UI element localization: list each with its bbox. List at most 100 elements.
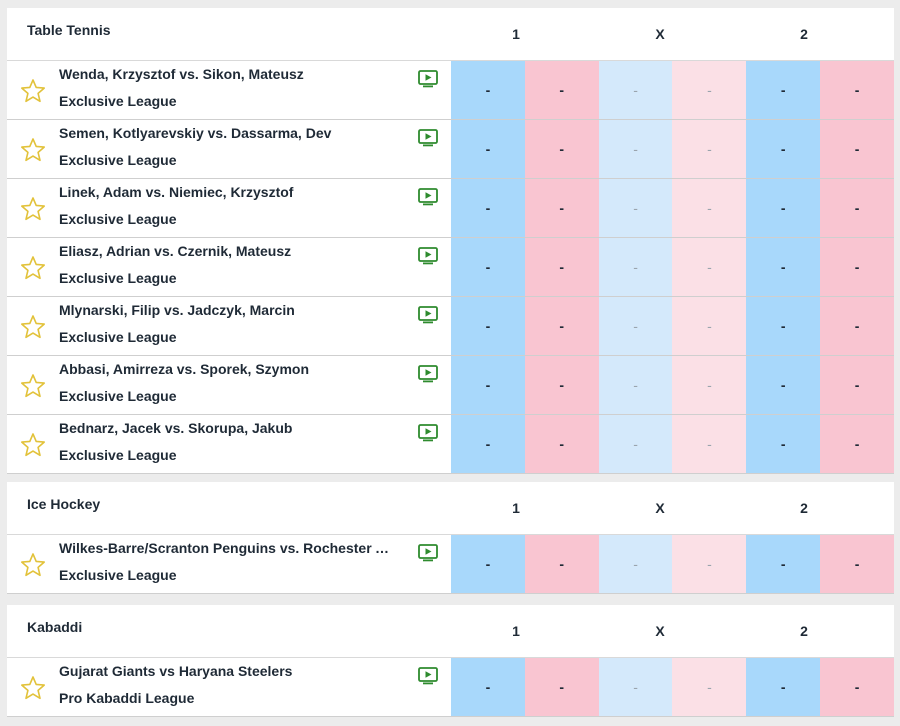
column-header-draw: X [655, 500, 665, 516]
favorite-star-icon[interactable] [20, 432, 46, 458]
section-title[interactable]: Kabaddi [27, 619, 83, 635]
lay-odds-cell[interactable]: - [820, 535, 894, 593]
league-name: Exclusive League [59, 211, 177, 227]
odds-cells: ------ [451, 120, 894, 178]
lay-odds-cell[interactable]: - [820, 120, 894, 178]
match-name[interactable]: Bednarz, Jacek vs. Skorupa, Jakub [59, 420, 293, 436]
back-odds-cell[interactable]: - [451, 120, 525, 178]
match-row[interactable]: Wilkes-Barre/Scranton Penguins vs. Roche… [7, 535, 894, 594]
back-odds-cell[interactable]: - [451, 658, 525, 716]
favorite-star-icon[interactable] [20, 314, 46, 340]
back-odds-cell[interactable]: - [598, 120, 673, 178]
lay-odds-cell[interactable]: - [672, 415, 747, 473]
live-stream-icon[interactable] [418, 188, 438, 206]
back-odds-cell[interactable]: - [451, 535, 525, 593]
lay-odds-cell[interactable]: - [672, 658, 747, 716]
favorite-star-icon[interactable] [20, 552, 46, 578]
lay-odds-cell[interactable]: - [524, 535, 599, 593]
back-odds-cell[interactable]: - [598, 238, 673, 296]
league-name: Exclusive League [59, 270, 177, 286]
match-row[interactable]: Eliasz, Adrian vs. Czernik, Mateusz Exclu… [7, 238, 894, 297]
live-stream-icon[interactable] [418, 70, 438, 88]
back-odds-cell[interactable]: - [746, 658, 821, 716]
match-name[interactable]: Wenda, Krzysztof vs. Sikon, Mateusz [59, 66, 304, 82]
section-title[interactable]: Ice Hockey [27, 496, 101, 512]
match-name[interactable]: Wilkes-Barre/Scranton Penguins vs. Roche… [59, 540, 399, 556]
match-row[interactable]: Linek, Adam vs. Niemiec, Krzysztof Exclus… [7, 179, 894, 238]
back-odds-cell[interactable]: - [598, 658, 673, 716]
match-name[interactable]: Gujarat Giants vs Haryana Steelers [59, 663, 293, 679]
lay-odds-cell[interactable]: - [672, 356, 747, 414]
lay-odds-cell[interactable]: - [672, 61, 747, 119]
lay-odds-cell[interactable]: - [672, 179, 747, 237]
lay-odds-cell[interactable]: - [672, 535, 747, 593]
match-row[interactable]: Mlynarski, Filip vs. Jadczyk, Marcin Excl… [7, 297, 894, 356]
lay-odds-cell[interactable]: - [672, 238, 747, 296]
back-odds-cell[interactable]: - [746, 535, 821, 593]
lay-odds-cell[interactable]: - [524, 61, 599, 119]
match-row[interactable]: Bednarz, Jacek vs. Skorupa, Jakub Exclusi… [7, 415, 894, 474]
lay-odds-cell[interactable]: - [524, 297, 599, 355]
lay-odds-cell[interactable]: - [524, 238, 599, 296]
match-name[interactable]: Semen, Kotlyarevskiy vs. Dassarma, Dev [59, 125, 332, 141]
back-odds-cell[interactable]: - [598, 179, 673, 237]
column-header-away: 2 [800, 26, 808, 42]
back-odds-cell[interactable]: - [746, 61, 821, 119]
back-odds-cell[interactable]: - [746, 238, 821, 296]
match-name[interactable]: Abbasi, Amirreza vs. Sporek, Szymon [59, 361, 310, 377]
lay-odds-cell[interactable]: - [820, 179, 894, 237]
back-odds-cell[interactable]: - [451, 61, 525, 119]
favorite-star-icon[interactable] [20, 137, 46, 163]
favorite-star-icon[interactable] [20, 78, 46, 104]
live-stream-icon[interactable] [418, 247, 438, 265]
back-odds-cell[interactable]: - [598, 535, 673, 593]
back-odds-cell[interactable]: - [598, 297, 673, 355]
favorite-star-icon[interactable] [20, 373, 46, 399]
match-row[interactable]: Gujarat Giants vs Haryana Steelers Pro Ka… [7, 658, 894, 717]
back-odds-cell[interactable]: - [598, 415, 673, 473]
favorite-star-icon[interactable] [20, 196, 46, 222]
lay-odds-cell[interactable]: - [820, 415, 894, 473]
match-row[interactable]: Abbasi, Amirreza vs. Sporek, Szymon Exclu… [7, 356, 894, 415]
lay-odds-cell[interactable]: - [820, 297, 894, 355]
back-odds-cell[interactable]: - [451, 238, 525, 296]
lay-odds-cell[interactable]: - [820, 356, 894, 414]
lay-odds-cell[interactable]: - [820, 61, 894, 119]
back-odds-cell[interactable]: - [451, 415, 525, 473]
league-name: Exclusive League [59, 567, 177, 583]
live-stream-icon[interactable] [418, 129, 438, 147]
back-odds-cell[interactable]: - [451, 297, 525, 355]
match-name[interactable]: Eliasz, Adrian vs. Czernik, Mateusz [59, 243, 292, 259]
lay-odds-cell[interactable]: - [820, 658, 894, 716]
section-title[interactable]: Table Tennis [27, 22, 111, 38]
live-stream-icon[interactable] [418, 544, 438, 562]
back-odds-cell[interactable]: - [598, 356, 673, 414]
live-stream-icon[interactable] [418, 306, 438, 324]
lay-odds-cell[interactable]: - [672, 297, 747, 355]
league-name: Exclusive League [59, 388, 177, 404]
lay-odds-cell[interactable]: - [524, 415, 599, 473]
lay-odds-cell[interactable]: - [524, 658, 599, 716]
lay-odds-cell[interactable]: - [524, 120, 599, 178]
lay-odds-cell[interactable]: - [672, 120, 747, 178]
back-odds-cell[interactable]: - [746, 179, 821, 237]
lay-odds-cell[interactable]: - [524, 179, 599, 237]
back-odds-cell[interactable]: - [451, 179, 525, 237]
lay-odds-cell[interactable]: - [820, 238, 894, 296]
back-odds-cell[interactable]: - [746, 415, 821, 473]
live-stream-icon[interactable] [418, 424, 438, 442]
match-name[interactable]: Linek, Adam vs. Niemiec, Krzysztof [59, 184, 294, 200]
back-odds-cell[interactable]: - [746, 120, 821, 178]
match-row[interactable]: Semen, Kotlyarevskiy vs. Dassarma, Dev Ex… [7, 120, 894, 179]
match-row[interactable]: Wenda, Krzysztof vs. Sikon, Mateusz Exclu… [7, 61, 894, 120]
back-odds-cell[interactable]: - [598, 61, 673, 119]
lay-odds-cell[interactable]: - [524, 356, 599, 414]
back-odds-cell[interactable]: - [746, 297, 821, 355]
back-odds-cell[interactable]: - [746, 356, 821, 414]
live-stream-icon[interactable] [418, 667, 438, 685]
live-stream-icon[interactable] [418, 365, 438, 383]
favorite-star-icon[interactable] [20, 675, 46, 701]
back-odds-cell[interactable]: - [451, 356, 525, 414]
match-name[interactable]: Mlynarski, Filip vs. Jadczyk, Marcin [59, 302, 295, 318]
favorite-star-icon[interactable] [20, 255, 46, 281]
